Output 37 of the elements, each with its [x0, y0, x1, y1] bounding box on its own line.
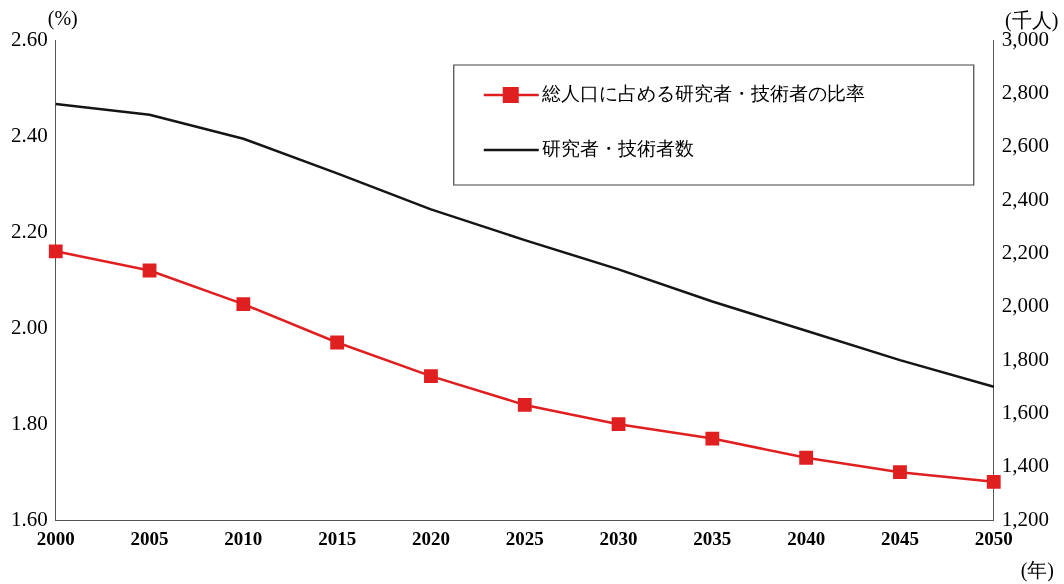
x-tick-label: 2005 — [130, 527, 169, 549]
point — [705, 431, 720, 446]
x-tick-label: 2025 — [505, 527, 544, 549]
y2-tick-label: 2,600 — [1001, 133, 1049, 158]
point — [142, 263, 157, 278]
x-tick-label: 2010 — [224, 527, 263, 549]
y-tick-label: 1.80 — [11, 410, 48, 435]
point — [236, 297, 251, 312]
y2-tick-label: 1,600 — [1001, 400, 1049, 424]
point — [986, 474, 1001, 489]
y-axis-title: (%) — [47, 7, 78, 31]
y-tick-label: 2.20 — [11, 218, 48, 243]
legend-label: 総人口に占める研究者・技術者の比率 — [540, 82, 865, 104]
x-tick-label: 2020 — [411, 527, 450, 549]
x-tick-label: 2030 — [599, 527, 638, 549]
point — [611, 417, 626, 432]
y2-tick-label: 1,800 — [1001, 346, 1049, 371]
y2-tick-label: 2,800 — [1001, 79, 1049, 104]
x-tick-label: 2045 — [880, 527, 919, 549]
x-tick-label: 2015 — [318, 527, 357, 549]
y2-tick-label: 2,200 — [1001, 239, 1049, 264]
y2-tick-label: 2,400 — [1001, 186, 1049, 211]
y-tick-label: 2.60 — [11, 26, 48, 51]
point — [893, 465, 907, 480]
point — [330, 335, 345, 350]
y-tick-label: 2.40 — [11, 122, 48, 147]
y2-tick-label: 1,400 — [1001, 453, 1049, 478]
point — [424, 369, 438, 384]
y2-tick-label: 2,000 — [1001, 293, 1049, 318]
x-tick-label: 2040 — [787, 527, 826, 549]
x-tick-label: 2035 — [693, 527, 732, 549]
legend-label: 研究者・技術者数 — [541, 137, 694, 159]
point — [799, 450, 814, 465]
point — [48, 244, 63, 259]
point — [517, 398, 532, 412]
x-axis-title: (年) — [1020, 559, 1054, 583]
y-tick-label: 2.00 — [11, 314, 48, 339]
